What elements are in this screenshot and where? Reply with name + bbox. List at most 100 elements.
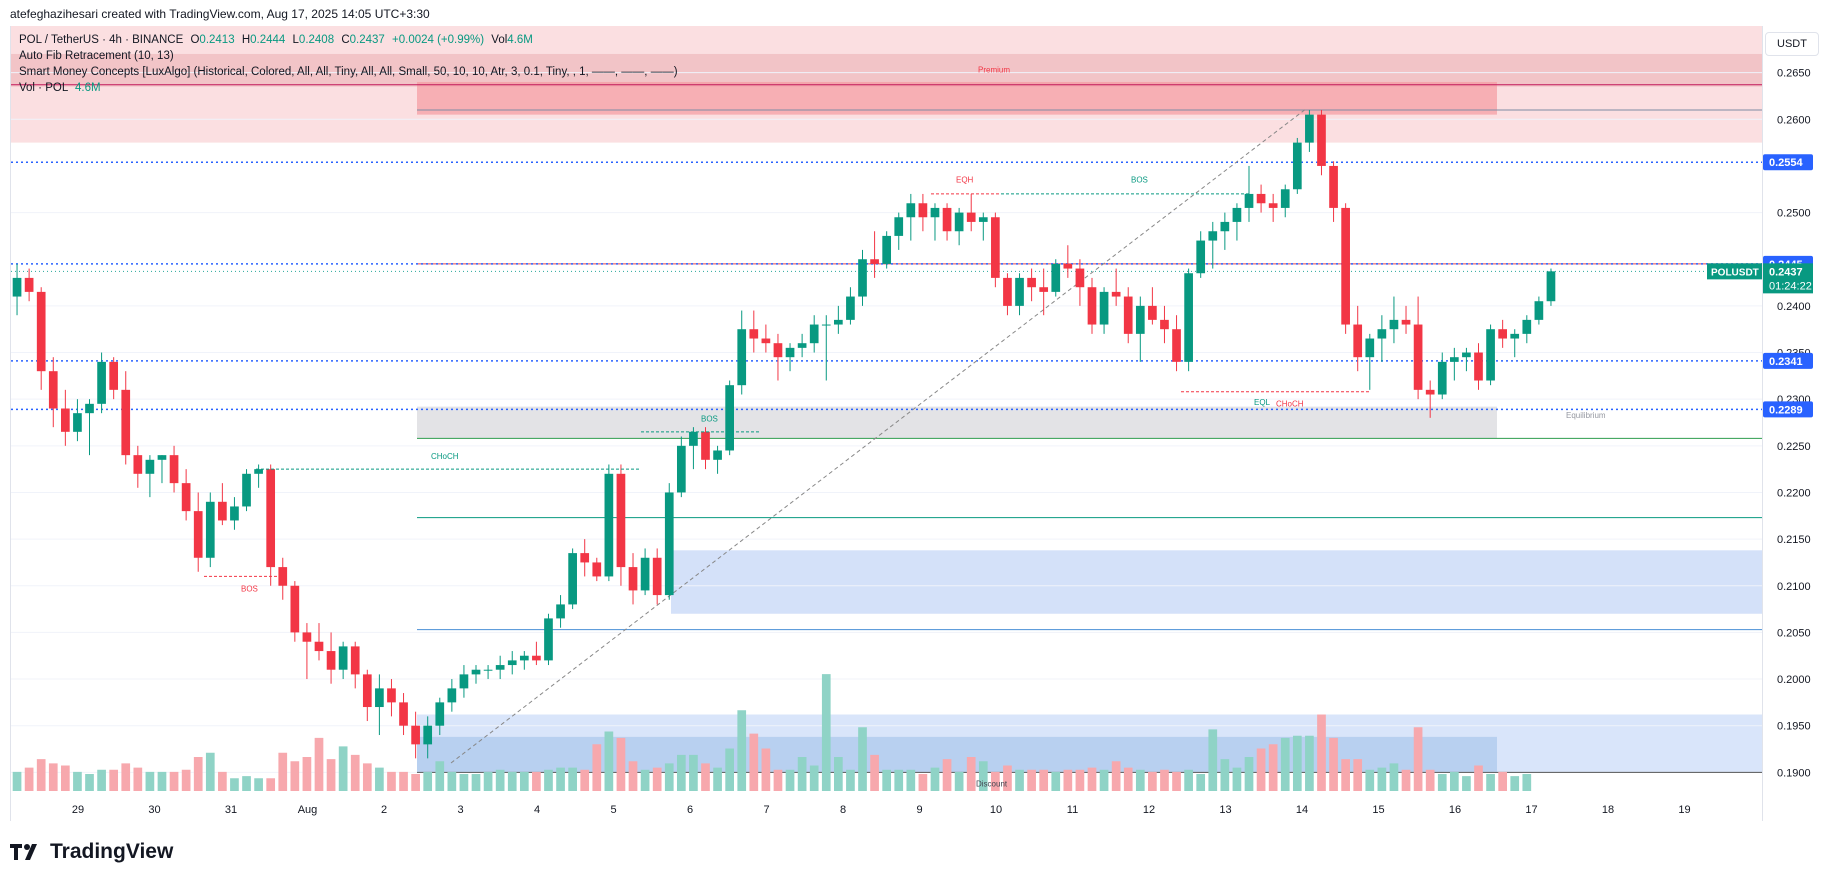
x-tick-label: 8 <box>840 804 846 816</box>
volume-bar <box>966 757 976 791</box>
currency-button[interactable]: USDT <box>1765 32 1819 56</box>
volume-bar <box>1522 774 1532 791</box>
volume-bar <box>73 771 82 791</box>
volume-bar <box>519 771 529 791</box>
volume-bar <box>387 771 396 791</box>
x-tick-label: 18 <box>1602 804 1614 816</box>
candle-body <box>1256 193 1266 204</box>
x-tick-label: 10 <box>990 804 1002 816</box>
candle-body <box>676 445 686 493</box>
candle-body <box>785 347 795 358</box>
price-axis[interactable]: 0.26500.26000.25000.24000.23500.23000.22… <box>1762 26 1835 821</box>
candle-body <box>1075 268 1085 288</box>
volume-bar <box>640 769 650 791</box>
candle-body <box>1437 361 1447 395</box>
candle-body <box>48 371 58 409</box>
volume-bar <box>725 748 734 791</box>
volume-bar <box>834 757 843 791</box>
legend-ohlc-row[interactable]: POL / TetherUS · 4h · BINANCE O0.2413 H0… <box>19 32 678 48</box>
legend-o-label: O <box>190 34 200 46</box>
x-tick-label: 6 <box>687 804 693 816</box>
candle-body <box>36 291 46 372</box>
volume-bar <box>1123 767 1133 791</box>
candle-body <box>1123 296 1133 334</box>
plot-area[interactable]: POL / TetherUS · 4h · BINANCE O0.2413 H0… <box>10 26 1763 821</box>
candle-body <box>1184 273 1193 362</box>
candle-body <box>1341 207 1350 325</box>
candle-body <box>73 413 82 432</box>
x-tick-label: Aug <box>298 804 318 816</box>
y-tick-label: 0.1900 <box>1777 767 1811 779</box>
candle-body <box>978 217 988 222</box>
volume-bar <box>411 774 420 791</box>
candle-body <box>350 646 360 675</box>
volume-bar <box>193 757 203 791</box>
equilibrium-zone <box>417 406 1497 439</box>
candle-body <box>604 473 614 577</box>
candle-body <box>640 557 650 591</box>
volume-bar <box>459 774 469 791</box>
x-tick-label: 4 <box>534 804 540 816</box>
volume-bar <box>1389 763 1399 791</box>
volume-bar <box>1510 776 1520 791</box>
volume-bar <box>942 759 952 791</box>
chart-legend: POL / TetherUS · 4h · BINANCE O0.2413 H0… <box>19 32 678 96</box>
volume-bar <box>1437 774 1447 791</box>
x-tick-label: 31 <box>225 804 237 816</box>
last-price: 0.2437 <box>1769 266 1803 278</box>
candle-body <box>568 553 577 605</box>
legend-fib[interactable]: Auto Fib Retracement (10, 13) <box>19 50 174 62</box>
candle-body <box>1510 333 1520 339</box>
legend-volume[interactable]: Vol · POL 4.6M <box>19 80 678 96</box>
candle-body <box>338 646 348 670</box>
candle-body <box>387 688 396 703</box>
candle-body <box>1365 338 1375 358</box>
candle-body <box>290 585 300 633</box>
volume-bar <box>507 771 517 791</box>
price-label-bg <box>1763 154 1813 171</box>
y-tick-label: 0.1950 <box>1777 721 1811 733</box>
eql-label: EQL <box>1254 398 1271 407</box>
y-tick-label: 0.2400 <box>1777 301 1811 313</box>
candle-body <box>1498 329 1507 339</box>
volume-bar <box>495 769 505 791</box>
price-label: 0.2341 <box>1769 356 1803 368</box>
volume-bar <box>1474 765 1483 791</box>
volume-bar <box>930 767 940 791</box>
candle-body <box>532 655 541 661</box>
candle-body <box>870 259 879 264</box>
volume-bar <box>181 769 191 791</box>
candle-body <box>773 343 783 358</box>
candle-body <box>1353 324 1363 358</box>
y-tick-label: 0.2150 <box>1777 534 1811 546</box>
legend-smc[interactable]: Smart Money Concepts [LuxAlgo] (Historic… <box>19 66 678 78</box>
candle-body <box>544 618 553 661</box>
candle-body <box>254 469 263 474</box>
volume-bar <box>1003 765 1012 791</box>
volume-bar <box>1317 714 1326 791</box>
volume-bar <box>121 763 131 791</box>
volume-bar <box>133 767 143 791</box>
candle-body <box>1268 203 1278 208</box>
candle-body <box>278 567 288 586</box>
volume-bar <box>338 746 348 791</box>
volume-bar <box>1498 771 1507 791</box>
candle-body <box>399 702 408 726</box>
equilibrium-label: Equilibrium <box>1566 411 1606 420</box>
x-tick-label: 16 <box>1449 804 1461 816</box>
candle-body <box>664 492 674 596</box>
candle-body <box>1160 319 1169 330</box>
volume-bar <box>12 771 22 791</box>
candle-body <box>725 385 734 451</box>
candle-body <box>205 501 215 558</box>
volume-bar <box>1208 729 1218 791</box>
candle-body <box>701 431 710 460</box>
volume-bar <box>1377 767 1387 791</box>
price-label-bg <box>1763 352 1813 369</box>
volume-bar <box>205 752 215 791</box>
legend-change: +0.0024 (+0.99%) <box>392 34 485 46</box>
volume-bar <box>1401 769 1411 791</box>
symbol-tag: POLUSDT <box>1711 267 1759 278</box>
x-tick-label: 30 <box>148 804 160 816</box>
legend-close: 0.2437 <box>349 34 385 46</box>
